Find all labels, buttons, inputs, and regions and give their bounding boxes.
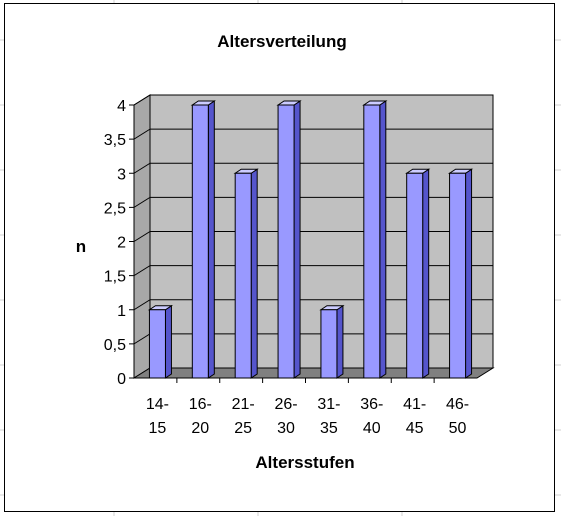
gridline-side (133, 265, 151, 277)
x-tick-label: 31- (317, 396, 340, 413)
bar (234, 172, 252, 379)
floor (132, 367, 495, 379)
x-tick-label: 50 (449, 420, 467, 437)
bar (148, 309, 166, 379)
bar-side (207, 100, 215, 379)
bar (406, 172, 424, 379)
x-tick-label: 41- (403, 396, 426, 413)
y-tick-label: 1,5 (104, 269, 126, 286)
x-tick-label: 21- (232, 396, 255, 413)
y-tick-label: 3 (117, 166, 126, 183)
y-tick-label: 4 (117, 98, 126, 115)
bar-side (164, 304, 172, 379)
y-tick-label: 2,5 (104, 200, 126, 217)
gridline-side (133, 333, 151, 345)
y-tick-label: 0,5 (104, 337, 126, 354)
gridline-side (133, 128, 151, 140)
chart-title: Altersverteilung (217, 32, 346, 51)
bar-side (250, 168, 258, 379)
bar-side (293, 100, 301, 379)
y-tick-label: 3,5 (104, 132, 126, 149)
x-tick-label: 20 (191, 420, 209, 437)
gridline-side (133, 94, 151, 106)
gridline-side (133, 162, 151, 174)
x-axis-label: Altersstufen (255, 453, 354, 472)
bar (320, 309, 338, 379)
chart-svg: Altersverteilung n Altersstufen 0 0,5 1 1,5… (76, 32, 495, 472)
gridline-side (133, 196, 151, 208)
x-tick-label: 36- (360, 396, 383, 413)
x-tick-label: 26- (275, 396, 298, 413)
bar (363, 104, 381, 379)
bar (449, 172, 467, 379)
x-tick-label: 46- (446, 396, 469, 413)
gridline-side (133, 231, 151, 242)
bar-side (379, 100, 387, 379)
y-axis-label: n (76, 237, 86, 256)
x-tick-label: 15 (149, 420, 167, 437)
bar-side (465, 168, 473, 379)
x-tick-label: 45 (406, 420, 424, 437)
bar-side (336, 304, 344, 379)
chart-area[interactable]: Altersverteilung n Altersstufen 0 0,5 1 1,5… (4, 3, 555, 512)
x-tick-label: 30 (277, 420, 295, 437)
y-tick-label: 1 (117, 303, 126, 320)
y-tick-label: 2 (117, 235, 126, 252)
x-tick-label: 25 (234, 420, 252, 437)
x-tick-label: 14- (146, 396, 169, 413)
x-tick-label: 16- (189, 396, 212, 413)
x-tick-label: 35 (320, 420, 338, 437)
bar (191, 104, 209, 379)
y-tick-label: 0 (117, 371, 126, 388)
bar-side (422, 168, 430, 379)
bar (277, 104, 295, 379)
gridline-side (133, 299, 151, 311)
x-tick-label: 40 (363, 420, 381, 437)
